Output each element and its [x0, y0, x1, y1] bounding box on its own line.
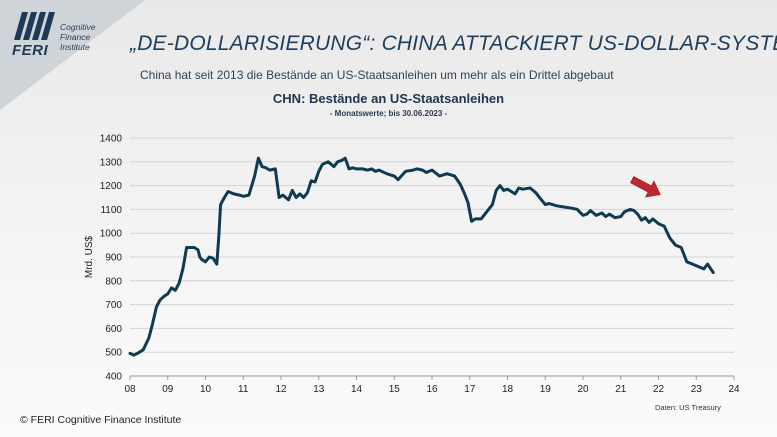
x-tick-label: 21 [615, 384, 627, 395]
x-tick-label: 11 [238, 384, 249, 395]
y-tick-label: 900 [105, 253, 122, 264]
y-tick-label: 600 [105, 324, 122, 335]
copyright: © FERI Cognitive Finance Institute [20, 414, 182, 426]
x-tick-label: 23 [691, 384, 703, 395]
page-title: „DE-DOLLARISIERUNG“: CHINA ATTACKIERT US… [130, 32, 777, 55]
annotation-arrow-icon [630, 176, 661, 198]
x-tick-label: 13 [313, 384, 325, 395]
x-tick-label: 18 [502, 384, 514, 395]
y-axis-label: Mrd. US$ [84, 235, 95, 278]
x-tick-label: 22 [653, 384, 665, 395]
x-tick-label: 12 [275, 384, 287, 395]
x-tick-label: 14 [351, 384, 363, 395]
y-tick-label: 400 [105, 372, 122, 383]
series-line [128, 156, 715, 357]
y-tick-label: 700 [105, 300, 122, 311]
chart-title: CHN: Bestände an US-Staatsanleihen [272, 91, 505, 106]
x-tick-label: 24 [728, 384, 740, 395]
y-tick-label: 1200 [100, 181, 123, 192]
x-tick-label: 17 [464, 384, 476, 395]
x-tick-label: 09 [162, 384, 174, 395]
logo-name: FERI [12, 42, 49, 59]
x-tick-label: 08 [124, 384, 136, 395]
y-tick-label: 500 [105, 348, 122, 359]
y-tick-label: 800 [105, 276, 122, 287]
y-tick-label: 1300 [100, 157, 123, 168]
y-tick-label: 1400 [100, 134, 123, 145]
x-tick-label: 16 [426, 384, 438, 395]
chart-source: Daten: US Treasury [655, 403, 721, 412]
page-subtitle: China hat seit 2013 die Bestände an US-S… [140, 68, 614, 82]
y-tick-label: 1000 [100, 229, 123, 240]
chart-subtitle: - Monatswerte; bis 30.06.2023 - [329, 109, 448, 118]
x-tick-label: 10 [200, 384, 212, 395]
logo-subtitle: Cognitive Finance Institute [60, 22, 96, 52]
logo-bars-icon [14, 12, 55, 40]
y-tick-label: 1100 [100, 205, 122, 216]
x-tick-label: 20 [577, 384, 589, 395]
x-tick-label: 15 [389, 384, 401, 395]
x-tick-label: 19 [540, 384, 552, 395]
feri-logo: FERI Cognitive Finance Institute [8, 8, 120, 70]
arrow-shape [630, 176, 661, 198]
